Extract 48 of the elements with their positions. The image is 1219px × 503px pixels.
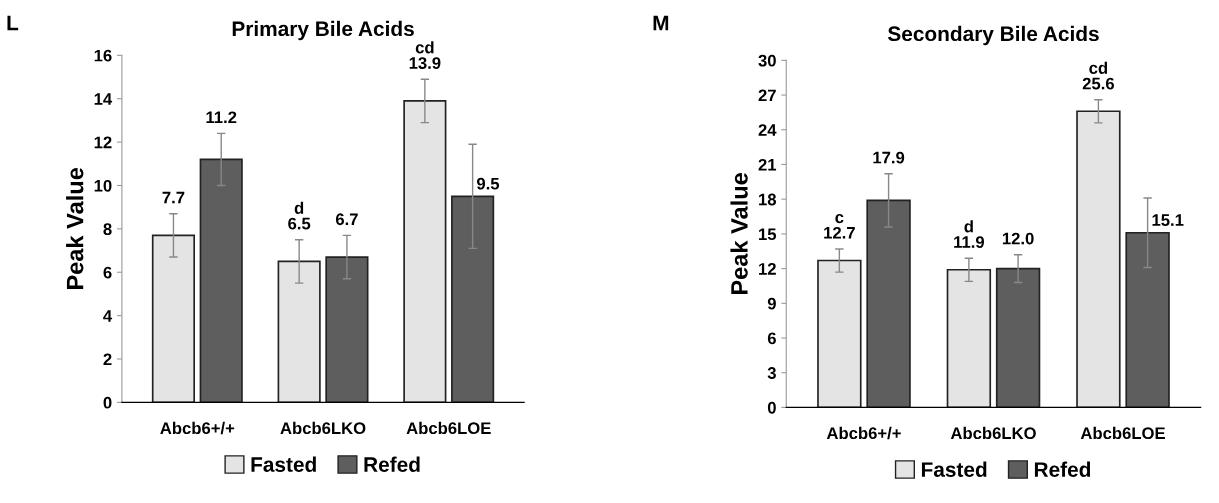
y-tick-label: 0: [103, 396, 112, 409]
y-tick-label: 4: [103, 310, 113, 322]
y-tick-label: 24: [758, 124, 777, 136]
y-tick-label: 12: [94, 136, 112, 149]
y-tick-label: 9: [767, 297, 776, 310]
x-tick-label: Abcb6+/+: [826, 426, 901, 440]
data-label: 11.2: [206, 111, 237, 124]
x-tick-label: Abcb6LKO: [950, 426, 1036, 440]
y-tick-label: 10: [94, 179, 112, 192]
x-tick-label: Abcb6+/+: [160, 421, 235, 435]
data-label: cd 13.9: [409, 41, 441, 69]
chart-title: Primary Bile Acids: [232, 20, 414, 41]
y-axis-title: Peak Value: [66, 167, 84, 289]
legend-label: Refed: [364, 456, 420, 472]
data-label: cd 25.6: [1082, 61, 1115, 90]
x-tick-label: Abcb6LOE: [406, 421, 491, 435]
y-tick-label: 14: [94, 93, 113, 105]
text: L: [7, 15, 19, 31]
data-label: 15.1: [1152, 214, 1184, 226]
data-label: 17.9: [873, 151, 905, 164]
data-label: c 12.7: [824, 214, 855, 239]
y-tick-label: 12: [759, 263, 776, 275]
y-tick-label: 8: [103, 223, 112, 236]
data-label: d 6.5: [288, 201, 311, 230]
y-tick-label: 21: [758, 158, 777, 171]
y-tick-label: 0: [767, 401, 776, 414]
y-tick-label: 2: [103, 353, 112, 366]
y-tick-label: 6: [767, 332, 776, 345]
y-tick-label: 16: [94, 49, 112, 62]
y-tick-label: 18: [759, 193, 777, 206]
legend-label: Fasted: [251, 456, 316, 472]
data-label: 7.7: [162, 191, 185, 204]
y-axis-title: Peak Value: [730, 173, 748, 295]
legend-label: Refed: [1034, 461, 1091, 477]
data-label: d 11.9: [954, 220, 985, 248]
data-label: 6.7: [335, 213, 358, 226]
data-label: 9.5: [476, 177, 500, 190]
y-tick-label: 27: [758, 89, 776, 102]
data-label: 12.0: [1002, 232, 1034, 245]
chart-title: Secondary Bile Acids: [887, 25, 1099, 46]
y-tick-label: 15: [759, 228, 777, 241]
y-tick-label: 6: [103, 266, 112, 279]
y-tick-label: 3: [767, 367, 776, 379]
x-tick-label: Abcb6LOE: [1080, 426, 1165, 440]
text: M: [653, 15, 669, 31]
legend-label: Fasted: [921, 461, 987, 477]
x-tick-label: Abcb6LKO: [280, 421, 366, 435]
y-tick-label: 30: [758, 54, 776, 67]
